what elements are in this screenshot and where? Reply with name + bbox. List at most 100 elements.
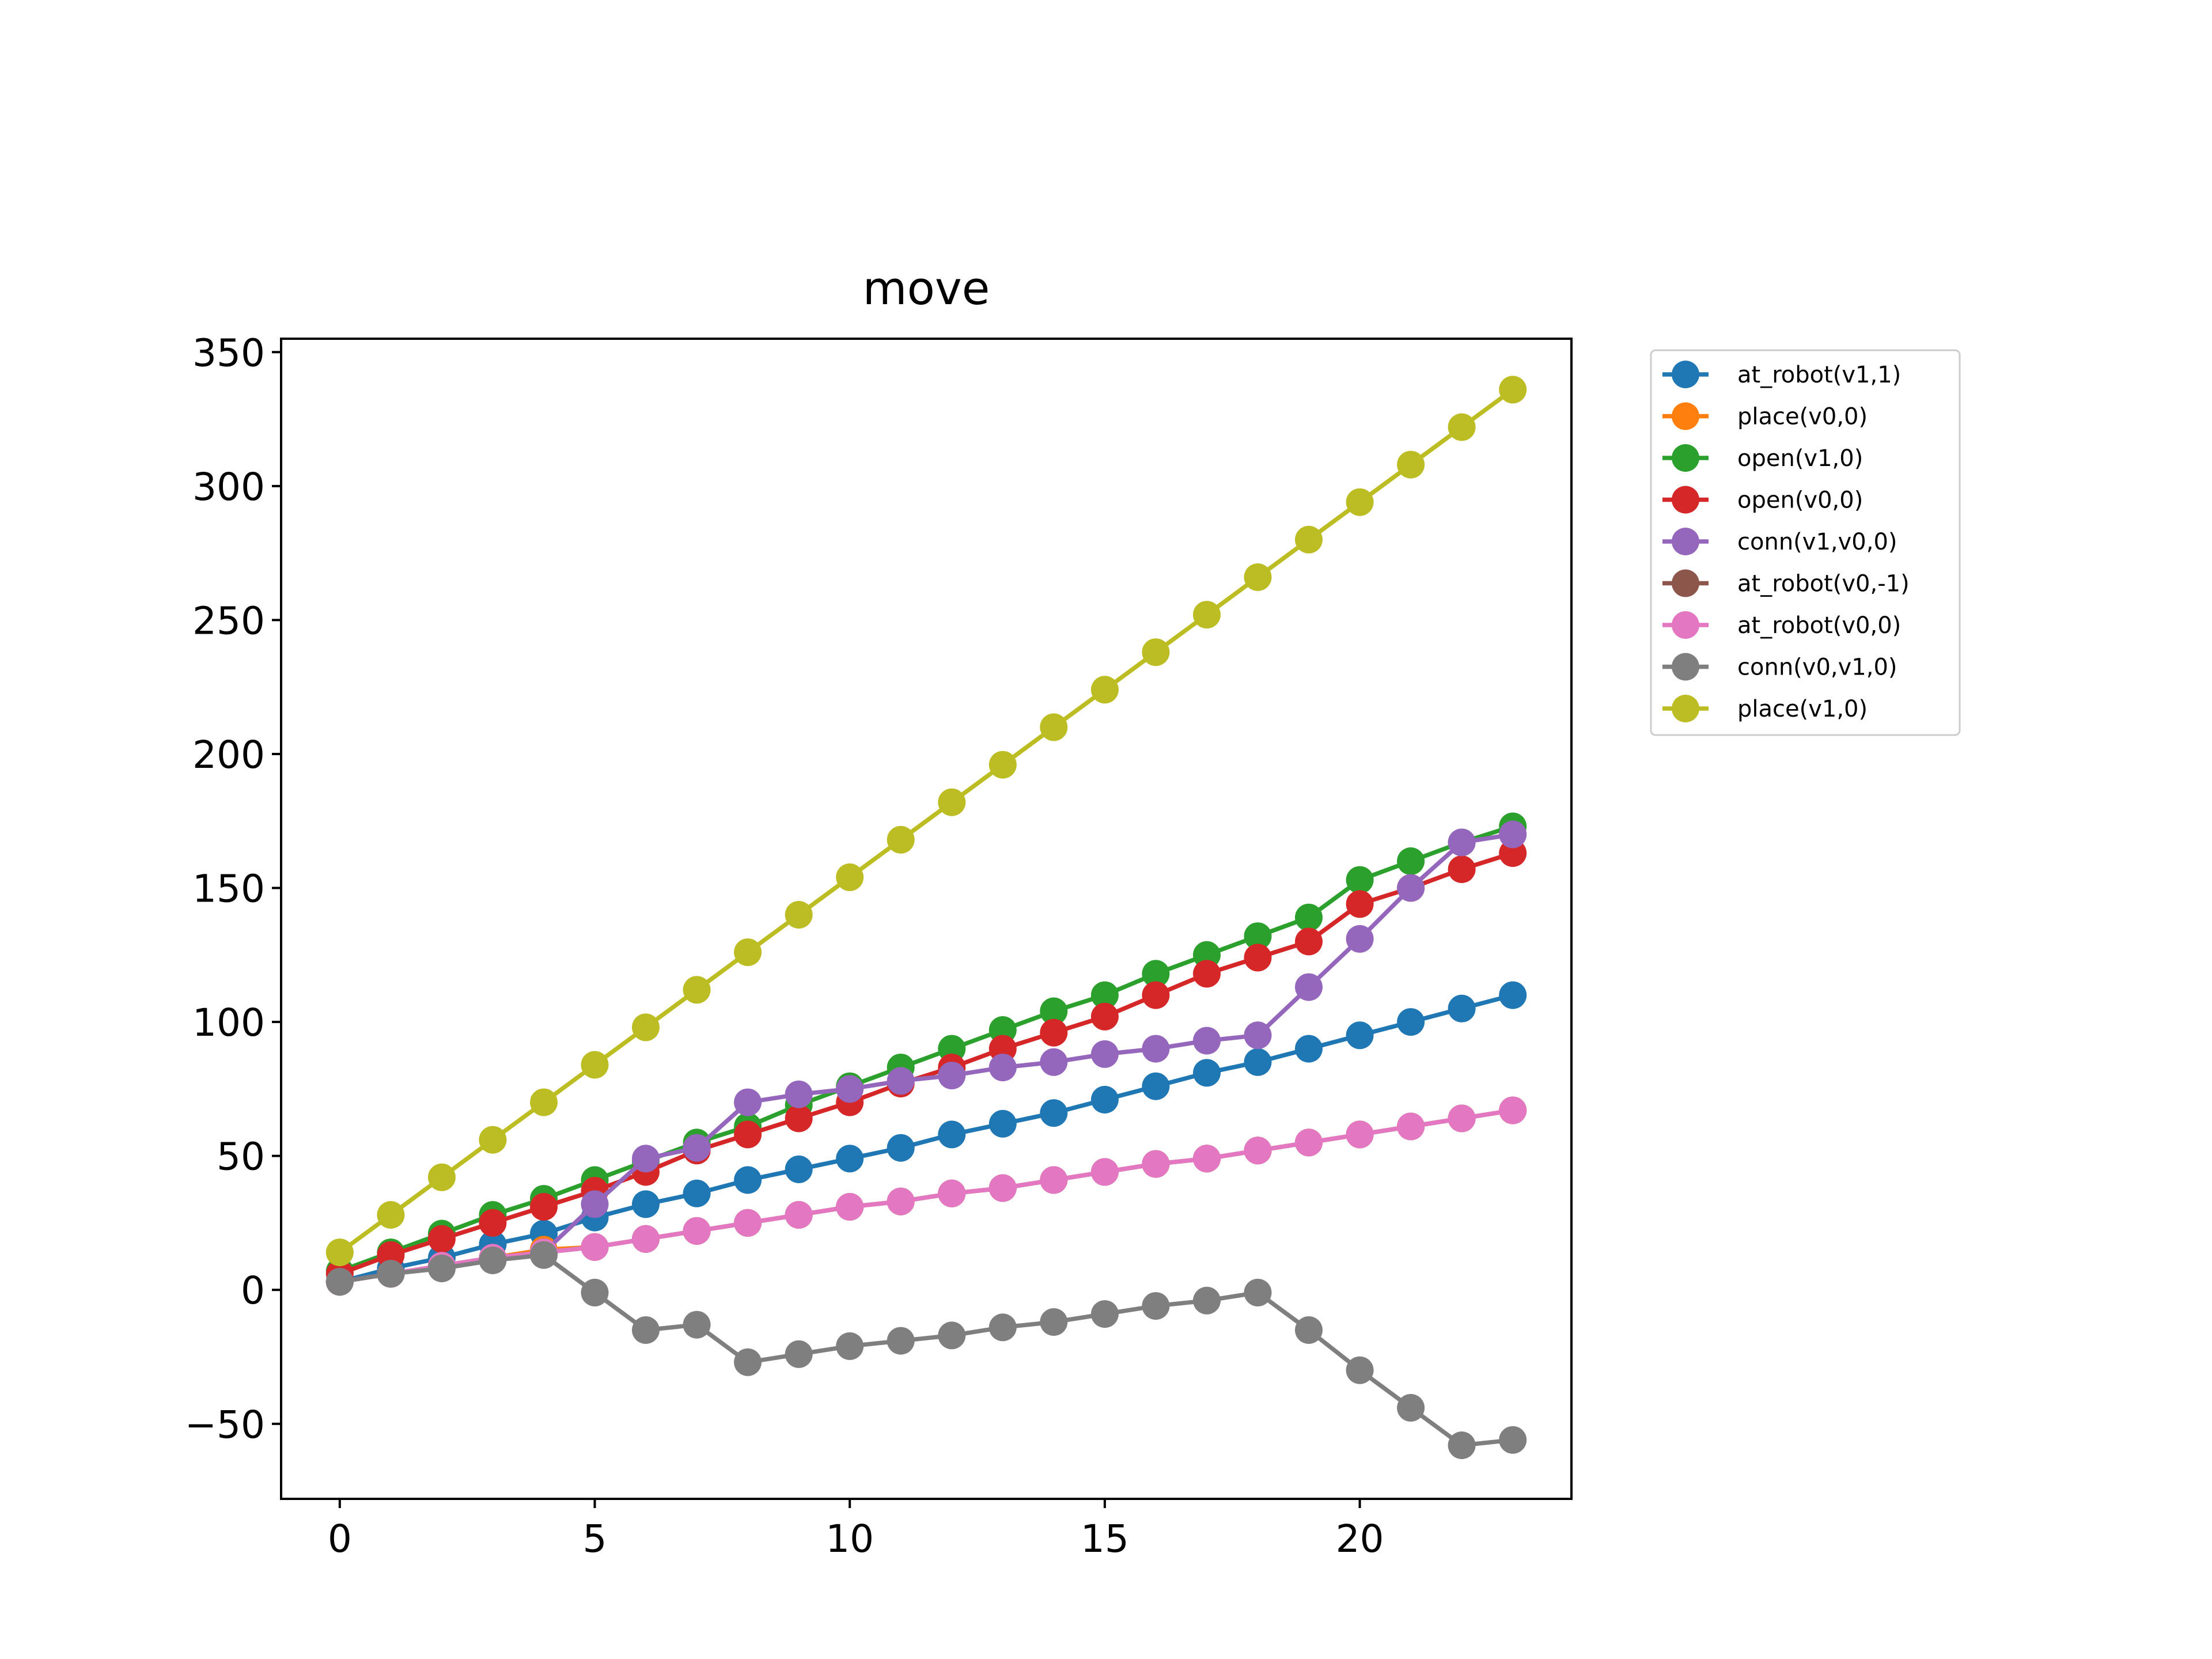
data-point	[1244, 1048, 1272, 1076]
legend-label: conn(v1,v0,0)	[1737, 529, 1897, 555]
legend-swatch-marker	[1672, 444, 1699, 472]
legend-item-6: at_robot(v0,0)	[1662, 611, 1901, 639]
data-point	[1397, 450, 1425, 479]
data-point	[938, 1179, 966, 1207]
data-point	[377, 1260, 405, 1288]
legend-label: at_robot(v1,1)	[1737, 362, 1901, 388]
data-point	[325, 1238, 354, 1267]
data-point	[1090, 1086, 1119, 1113]
series-layer	[325, 376, 1527, 1459]
legend-swatch-marker	[1672, 611, 1699, 639]
data-point	[1499, 376, 1527, 404]
data-point	[1040, 1099, 1068, 1127]
legend-label: place(v0,0)	[1737, 404, 1868, 430]
y-tick-label: 100	[192, 1001, 265, 1045]
data-point	[1193, 601, 1221, 629]
legend-label: at_robot(v0,-1)	[1737, 571, 1910, 597]
series-7	[325, 1241, 1527, 1459]
legend: at_robot(v1,1) place(v0,0) open(v1,0) open(…	[1650, 349, 1961, 736]
data-point	[683, 1179, 711, 1207]
data-point	[734, 1120, 762, 1149]
data-point	[1244, 563, 1272, 591]
axis-layer: 0 5 10 15 20 −50 0 50 100 150 200 250 300 350	[185, 331, 1384, 1561]
data-point	[1295, 525, 1323, 554]
x-tick-label: 15	[1081, 1517, 1129, 1561]
legend-label: open(v0,0)	[1737, 487, 1863, 514]
data-point	[1448, 1104, 1476, 1132]
data-point	[938, 1120, 966, 1149]
data-point	[1142, 638, 1170, 666]
data-point	[530, 1241, 558, 1269]
data-point	[1090, 676, 1119, 704]
data-point	[887, 1187, 915, 1215]
legend-swatch-marker	[1672, 528, 1699, 555]
data-point	[734, 1348, 762, 1376]
data-point	[1244, 1021, 1272, 1050]
legend-swatch-marker	[1672, 569, 1699, 597]
data-point	[988, 1054, 1017, 1082]
data-point	[1244, 1278, 1272, 1306]
data-point	[1499, 981, 1527, 1009]
data-point	[1040, 713, 1068, 741]
data-point	[1295, 927, 1323, 956]
data-point	[581, 1051, 609, 1079]
legend-swatch-marker	[1672, 653, 1699, 681]
data-point	[1193, 960, 1221, 988]
data-point	[734, 1088, 762, 1116]
data-point	[683, 1134, 711, 1162]
data-point	[377, 1201, 405, 1229]
x-tick-label: 0	[328, 1517, 352, 1561]
data-point	[427, 1255, 456, 1282]
data-point	[1244, 1137, 1272, 1165]
legend-label: open(v1,0)	[1737, 445, 1863, 472]
y-tick-label: −50	[185, 1403, 265, 1447]
data-point	[1295, 973, 1323, 1001]
data-point	[1448, 855, 1476, 883]
data-point	[988, 751, 1017, 779]
legend-item-2: open(v1,0)	[1662, 444, 1863, 472]
legend-item-5: at_robot(v0,-1)	[1662, 569, 1910, 597]
data-point	[1499, 1096, 1527, 1124]
data-point	[632, 1190, 660, 1218]
data-point	[427, 1163, 456, 1191]
data-point	[988, 1313, 1017, 1342]
data-point	[479, 1209, 507, 1237]
data-point	[1448, 828, 1476, 857]
legend-item-1: place(v0,0)	[1662, 402, 1868, 430]
data-point	[1346, 1120, 1374, 1149]
data-point	[887, 1327, 915, 1355]
data-point	[1193, 1027, 1221, 1055]
data-point	[1295, 1128, 1323, 1157]
data-point	[734, 1209, 762, 1237]
data-point	[581, 1233, 609, 1261]
data-point	[1346, 890, 1374, 918]
legend-item-7: conn(v0,v1,0)	[1662, 653, 1897, 681]
y-tick-label: 0	[241, 1268, 265, 1313]
data-point	[1090, 981, 1119, 1009]
data-point	[1397, 1008, 1425, 1036]
chart-title: move	[863, 262, 990, 315]
legend-item-8: place(v1,0)	[1662, 695, 1868, 722]
y-tick-label: 200	[192, 733, 265, 777]
legend-item-0: at_robot(v1,1)	[1662, 361, 1901, 388]
data-point	[1142, 981, 1170, 1009]
data-point	[938, 1062, 966, 1090]
data-point	[581, 1278, 609, 1306]
data-point	[1397, 847, 1425, 875]
legend-label: at_robot(v0,0)	[1737, 612, 1901, 639]
data-point	[1040, 997, 1068, 1025]
legend-item-4: conn(v1,v0,0)	[1662, 528, 1897, 555]
data-point	[785, 1155, 813, 1183]
data-point	[1244, 944, 1272, 972]
y-tick-label: 150	[192, 867, 265, 911]
data-point	[1295, 1035, 1323, 1063]
y-tick-label: 50	[217, 1135, 265, 1179]
data-point	[1448, 994, 1476, 1022]
legend-frame	[1650, 349, 1961, 736]
data-point	[683, 976, 711, 1004]
data-point	[1040, 1048, 1068, 1076]
data-point	[1193, 1059, 1221, 1087]
data-point	[1090, 1002, 1119, 1031]
data-point	[479, 1247, 507, 1274]
